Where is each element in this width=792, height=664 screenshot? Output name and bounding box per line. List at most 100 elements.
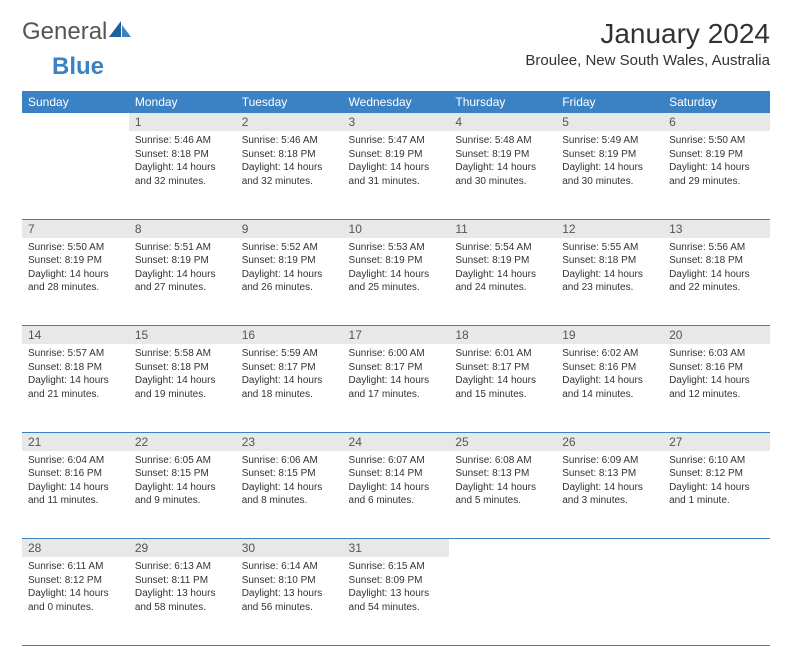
day-details: Sunrise: 5:51 AMSunset: 8:19 PMDaylight:… — [129, 238, 236, 301]
sunset-text: Sunset: 8:15 PM — [242, 467, 337, 481]
day-details: Sunrise: 6:15 AMSunset: 8:09 PMDaylight:… — [343, 557, 450, 620]
day-cell: Sunrise: 6:04 AMSunset: 8:16 PMDaylight:… — [22, 451, 129, 539]
day-details: Sunrise: 6:10 AMSunset: 8:12 PMDaylight:… — [663, 451, 770, 514]
day-details — [556, 557, 663, 566]
daynum-cell: 14 — [22, 326, 129, 345]
daynum-cell: 27 — [663, 432, 770, 451]
day-details — [22, 131, 129, 140]
day-number: 25 — [449, 433, 556, 451]
sunset-text: Sunset: 8:18 PM — [28, 361, 123, 375]
daylight-text: Daylight: 14 hours and 30 minutes. — [455, 161, 550, 188]
day-details: Sunrise: 5:54 AMSunset: 8:19 PMDaylight:… — [449, 238, 556, 301]
sunset-text: Sunset: 8:16 PM — [562, 361, 657, 375]
day-number: 4 — [449, 113, 556, 131]
sunrise-text: Sunrise: 6:04 AM — [28, 454, 123, 468]
daynum-cell — [663, 539, 770, 558]
weekday-header: Tuesday — [236, 91, 343, 113]
sunset-text: Sunset: 8:12 PM — [28, 574, 123, 588]
weekday-header: Friday — [556, 91, 663, 113]
location-label: Broulee, New South Wales, Australia — [525, 52, 770, 69]
sunset-text: Sunset: 8:14 PM — [349, 467, 444, 481]
day-cell: Sunrise: 5:57 AMSunset: 8:18 PMDaylight:… — [22, 344, 129, 432]
sunset-text: Sunset: 8:18 PM — [135, 148, 230, 162]
day-cell: Sunrise: 6:13 AMSunset: 8:11 PMDaylight:… — [129, 557, 236, 645]
day-number — [663, 539, 770, 543]
day-cell: Sunrise: 5:58 AMSunset: 8:18 PMDaylight:… — [129, 344, 236, 432]
sunrise-text: Sunrise: 6:00 AM — [349, 347, 444, 361]
sunrise-text: Sunrise: 6:15 AM — [349, 560, 444, 574]
day-cell: Sunrise: 6:14 AMSunset: 8:10 PMDaylight:… — [236, 557, 343, 645]
day-cell: Sunrise: 5:54 AMSunset: 8:19 PMDaylight:… — [449, 238, 556, 326]
daynum-cell: 31 — [343, 539, 450, 558]
daylight-text: Daylight: 14 hours and 22 minutes. — [669, 268, 764, 295]
daynum-cell: 21 — [22, 432, 129, 451]
day-cell: Sunrise: 5:50 AMSunset: 8:19 PMDaylight:… — [22, 238, 129, 326]
sunrise-text: Sunrise: 5:58 AM — [135, 347, 230, 361]
sunset-text: Sunset: 8:16 PM — [669, 361, 764, 375]
day-cell — [22, 131, 129, 219]
daylight-text: Daylight: 14 hours and 9 minutes. — [135, 481, 230, 508]
sunrise-text: Sunrise: 6:09 AM — [562, 454, 657, 468]
sunrise-text: Sunrise: 5:56 AM — [669, 241, 764, 255]
day-number: 28 — [22, 539, 129, 557]
day-number: 6 — [663, 113, 770, 131]
daylight-text: Daylight: 14 hours and 14 minutes. — [562, 374, 657, 401]
brand-part1: General — [22, 18, 107, 46]
sunset-text: Sunset: 8:19 PM — [455, 254, 550, 268]
day-cell: Sunrise: 6:15 AMSunset: 8:09 PMDaylight:… — [343, 557, 450, 645]
day-details: Sunrise: 5:58 AMSunset: 8:18 PMDaylight:… — [129, 344, 236, 407]
day-cell: Sunrise: 6:03 AMSunset: 8:16 PMDaylight:… — [663, 344, 770, 432]
sunset-text: Sunset: 8:19 PM — [349, 254, 444, 268]
sunrise-text: Sunrise: 6:06 AM — [242, 454, 337, 468]
daynum-cell: 5 — [556, 113, 663, 131]
daylight-text: Daylight: 14 hours and 15 minutes. — [455, 374, 550, 401]
brand-logo: General — [22, 18, 131, 46]
day-number: 19 — [556, 326, 663, 344]
day-details: Sunrise: 5:48 AMSunset: 8:19 PMDaylight:… — [449, 131, 556, 194]
week-row: Sunrise: 5:50 AMSunset: 8:19 PMDaylight:… — [22, 238, 770, 326]
sunset-text: Sunset: 8:11 PM — [135, 574, 230, 588]
day-cell: Sunrise: 5:48 AMSunset: 8:19 PMDaylight:… — [449, 131, 556, 219]
day-details: Sunrise: 5:53 AMSunset: 8:19 PMDaylight:… — [343, 238, 450, 301]
daynum-cell: 17 — [343, 326, 450, 345]
daylight-text: Daylight: 14 hours and 28 minutes. — [28, 268, 123, 295]
day-details: Sunrise: 5:50 AMSunset: 8:19 PMDaylight:… — [663, 131, 770, 194]
daylight-text: Daylight: 14 hours and 24 minutes. — [455, 268, 550, 295]
sunset-text: Sunset: 8:17 PM — [455, 361, 550, 375]
day-number — [556, 539, 663, 543]
sunset-text: Sunset: 8:13 PM — [455, 467, 550, 481]
day-details — [449, 557, 556, 566]
daylight-text: Daylight: 14 hours and 6 minutes. — [349, 481, 444, 508]
daynum-cell: 18 — [449, 326, 556, 345]
daylight-text: Daylight: 14 hours and 1 minute. — [669, 481, 764, 508]
day-number: 13 — [663, 220, 770, 238]
day-details: Sunrise: 5:46 AMSunset: 8:18 PMDaylight:… — [236, 131, 343, 194]
sunrise-text: Sunrise: 5:50 AM — [28, 241, 123, 255]
daylight-text: Daylight: 14 hours and 21 minutes. — [28, 374, 123, 401]
day-number: 2 — [236, 113, 343, 131]
sunset-text: Sunset: 8:09 PM — [349, 574, 444, 588]
daynum-cell — [556, 539, 663, 558]
day-number: 7 — [22, 220, 129, 238]
day-number: 31 — [343, 539, 450, 557]
daylight-text: Daylight: 13 hours and 58 minutes. — [135, 587, 230, 614]
sunrise-text: Sunrise: 6:07 AM — [349, 454, 444, 468]
day-cell: Sunrise: 5:46 AMSunset: 8:18 PMDaylight:… — [236, 131, 343, 219]
day-cell — [449, 557, 556, 645]
daylight-text: Daylight: 14 hours and 17 minutes. — [349, 374, 444, 401]
sunset-text: Sunset: 8:18 PM — [135, 361, 230, 375]
daynum-cell: 1 — [129, 113, 236, 131]
sunrise-text: Sunrise: 6:05 AM — [135, 454, 230, 468]
daynum-cell: 13 — [663, 219, 770, 238]
weekday-header: Saturday — [663, 91, 770, 113]
daynum-cell: 25 — [449, 432, 556, 451]
sunrise-text: Sunrise: 6:14 AM — [242, 560, 337, 574]
sunrise-text: Sunrise: 5:54 AM — [455, 241, 550, 255]
daynum-cell: 2 — [236, 113, 343, 131]
daynum-cell: 20 — [663, 326, 770, 345]
day-number — [449, 539, 556, 543]
day-cell: Sunrise: 5:53 AMSunset: 8:19 PMDaylight:… — [343, 238, 450, 326]
daynum-cell: 24 — [343, 432, 450, 451]
day-cell: Sunrise: 5:50 AMSunset: 8:19 PMDaylight:… — [663, 131, 770, 219]
sunrise-text: Sunrise: 5:47 AM — [349, 134, 444, 148]
